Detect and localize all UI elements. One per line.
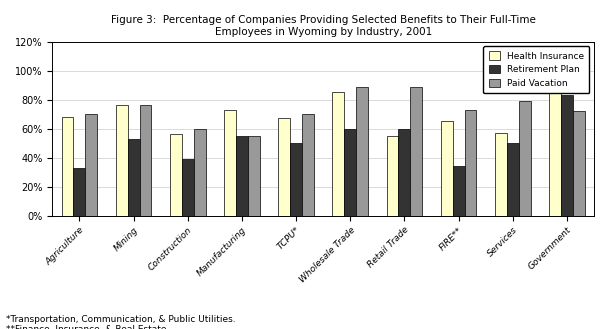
Bar [410, 87, 422, 215]
Legend: Health Insurance, Retirement Plan, Paid Vacation: Health Insurance, Retirement Plan, Paid … [484, 46, 590, 93]
Bar [519, 101, 530, 215]
Bar [495, 133, 507, 215]
Bar [278, 118, 290, 215]
Bar [194, 129, 206, 215]
Bar [248, 136, 260, 215]
Bar [302, 114, 314, 215]
Bar [344, 129, 356, 215]
Bar [387, 136, 398, 215]
Bar [128, 139, 139, 215]
Bar [507, 143, 519, 215]
Bar [116, 105, 128, 215]
Bar [74, 168, 85, 215]
Bar [441, 121, 452, 215]
Bar [356, 87, 368, 215]
Text: **Finance, Insurance, & Real Estate.: **Finance, Insurance, & Real Estate. [6, 325, 169, 329]
Bar [224, 110, 236, 215]
Bar [465, 110, 476, 215]
Bar [549, 78, 561, 215]
Bar [182, 159, 194, 215]
Bar [170, 134, 182, 215]
Text: *Transportation, Communication, & Public Utilities.: *Transportation, Communication, & Public… [6, 316, 236, 324]
Bar [62, 117, 74, 215]
Bar [290, 143, 302, 215]
Title: Figure 3:  Percentage of Companies Providing Selected Benefits to Their Full-Tim: Figure 3: Percentage of Companies Provid… [111, 15, 535, 37]
Bar [236, 136, 248, 215]
Bar [333, 92, 344, 215]
Bar [561, 95, 573, 215]
Bar [452, 166, 465, 215]
Bar [573, 111, 585, 215]
Bar [85, 114, 97, 215]
Bar [398, 129, 410, 215]
Bar [139, 105, 152, 215]
